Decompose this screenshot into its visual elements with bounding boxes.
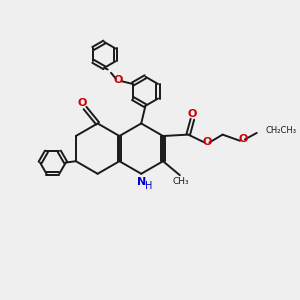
Text: O: O xyxy=(114,75,123,85)
Text: CH₃: CH₃ xyxy=(173,177,190,186)
Text: O: O xyxy=(188,109,197,119)
Text: CH₂CH₃: CH₂CH₃ xyxy=(266,126,297,135)
Text: O: O xyxy=(202,137,212,147)
Text: O: O xyxy=(238,134,248,144)
Text: O: O xyxy=(77,98,86,108)
Text: N: N xyxy=(137,177,146,187)
Text: H: H xyxy=(146,181,153,190)
